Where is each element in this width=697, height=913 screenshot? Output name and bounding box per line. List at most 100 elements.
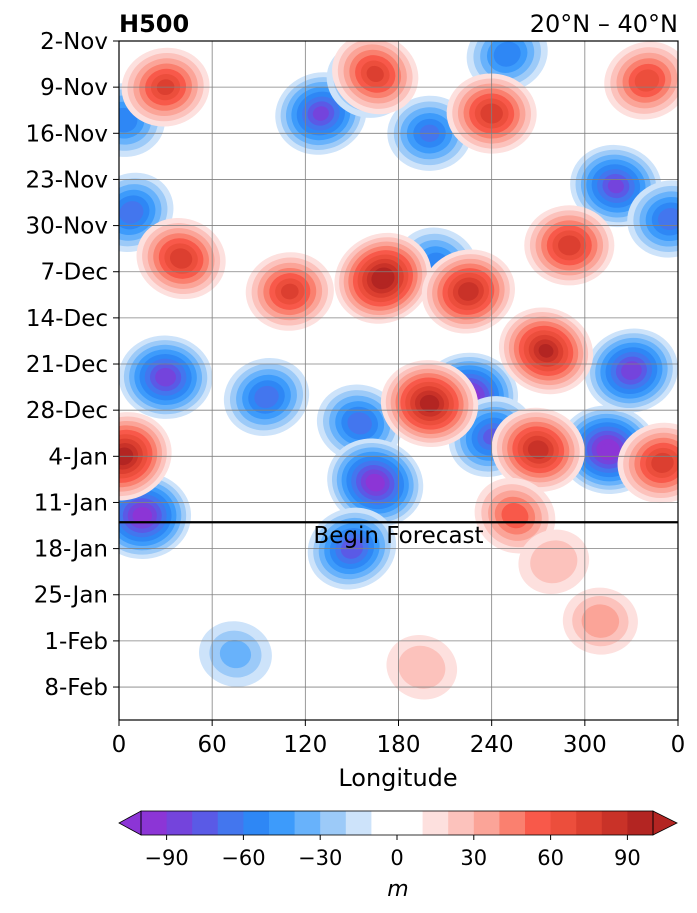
anomaly-feature: [380, 360, 479, 448]
y-tick-label: 11-Jan: [34, 490, 108, 516]
colorbar-tick-label: 30: [460, 846, 487, 870]
y-tick-label: 23-Nov: [26, 167, 108, 193]
contour-band: [634, 69, 660, 92]
colorbar-tick-label: 90: [614, 846, 641, 870]
contour-band: [581, 604, 620, 638]
contour-band: [280, 283, 299, 300]
colorbar-tick-label: 0: [390, 846, 403, 870]
anomaly-feature: [524, 205, 615, 286]
colorbar-extend-min: [118, 810, 142, 836]
contour-band: [312, 106, 329, 121]
contour-band: [621, 361, 642, 380]
contour-band: [538, 343, 554, 358]
contour-band: [365, 473, 385, 492]
y-tick-label: 28-Dec: [26, 398, 108, 424]
colorbar-segment: [243, 811, 270, 835]
anomaly-feature: [518, 529, 590, 594]
x-tick-label: 120: [283, 732, 327, 758]
colorbar-segment: [499, 811, 526, 835]
colorbar-tick-label: −90: [144, 846, 188, 870]
contour-band: [493, 41, 521, 67]
y-tick-label: 9-Nov: [40, 75, 108, 101]
contour-band: [119, 107, 138, 133]
y-tick-label: 21-Dec: [26, 352, 108, 378]
colorbar-tick-label: 60: [537, 846, 564, 870]
y-tick-label: 16-Nov: [26, 121, 108, 147]
contour-band: [155, 367, 177, 387]
anomaly-feature: [466, 41, 548, 92]
anomaly-feature: [498, 307, 594, 395]
contour-band: [347, 412, 372, 435]
anomaly-feature: [223, 357, 310, 436]
colorbar-segment: [525, 811, 552, 835]
anomaly-feature: [604, 41, 678, 120]
anomaly-feature: [474, 477, 556, 554]
x-tick-label: 0: [671, 732, 686, 758]
colorbar-tick-label: −30: [298, 846, 342, 870]
contour-band: [366, 65, 384, 83]
y-tick-label: 25-Jan: [34, 583, 108, 609]
anomaly-feature: [119, 335, 213, 419]
forecast-label: Begin Forecast: [313, 523, 483, 549]
y-tick-label: 18-Jan: [34, 537, 108, 563]
contour-band: [601, 443, 616, 457]
colorbar-segment: [217, 811, 244, 835]
colorbar-segment: [550, 811, 577, 835]
x-axis: 0 60 120 180 240 300 0: [112, 720, 686, 758]
y-tick-label: 30-Nov: [26, 214, 108, 240]
y-tick-label: 4-Jan: [48, 444, 108, 470]
contour-band: [657, 207, 678, 231]
anomaly-feature: [136, 217, 226, 300]
colorbar-unit-label: m: [387, 877, 408, 902]
colorbar-segment: [294, 811, 321, 835]
x-tick-label: 300: [563, 732, 607, 758]
x-tick-label: 240: [470, 732, 514, 758]
colorbar-extend-max: [652, 810, 678, 836]
contour-band: [419, 394, 440, 413]
contour-band: [254, 385, 279, 409]
colorbar-segment: [448, 811, 475, 835]
x-axis-label: Longitude: [338, 764, 457, 792]
anomaly-feature: [491, 407, 585, 492]
colorbar-tick-label: −60: [221, 846, 265, 870]
colorbar-segment: [269, 811, 296, 835]
colorbar-segment: [473, 811, 500, 835]
y-tick-label: 1-Feb: [44, 629, 108, 655]
colorbar-segment: [627, 811, 654, 835]
colorbar-segment: [601, 811, 628, 835]
anomaly-feature: [199, 621, 272, 687]
contour-band: [530, 540, 578, 584]
anomaly-feature: [386, 635, 458, 700]
colorbar: −90 −60 −30 0 30 60 90: [118, 810, 678, 870]
anomaly-feature: [334, 232, 432, 324]
x-tick-label: 180: [377, 732, 421, 758]
chart-title-right: 20°N – 40°N: [530, 10, 678, 38]
colorbar-segment: [166, 811, 193, 835]
colorbar-segment: [576, 811, 603, 835]
contour-band: [169, 248, 193, 269]
anomaly-feature: [584, 328, 678, 413]
y-axis: 2-Nov 9-Nov 16-Nov 23-Nov 30-Nov 7-Dec 14-Dec 2…: [26, 29, 119, 701]
anomaly-feature: [617, 422, 678, 504]
chart-title-left: H500: [119, 10, 189, 38]
contour-band: [219, 640, 252, 669]
contour-band: [132, 506, 153, 525]
contour-band: [398, 645, 446, 689]
contour-band: [527, 440, 549, 460]
colorbar-segment: [141, 811, 168, 835]
colorbar-segment: [192, 811, 219, 835]
x-tick-label: 0: [112, 732, 127, 758]
contour-band: [376, 271, 390, 285]
anomaly-feature: [562, 587, 638, 655]
colorbar-segment: [320, 811, 347, 835]
y-tick-label: 2-Nov: [40, 29, 108, 55]
y-tick-label: 8-Feb: [44, 675, 108, 701]
anomaly-feature: [627, 180, 678, 258]
x-tick-label: 60: [198, 732, 227, 758]
y-tick-label: 7-Dec: [41, 260, 108, 286]
forecast-marker: Begin Forecast: [119, 521, 678, 549]
colorbar-segment: [422, 811, 449, 835]
anomaly-feature: [332, 41, 419, 115]
contour-band: [458, 282, 479, 301]
